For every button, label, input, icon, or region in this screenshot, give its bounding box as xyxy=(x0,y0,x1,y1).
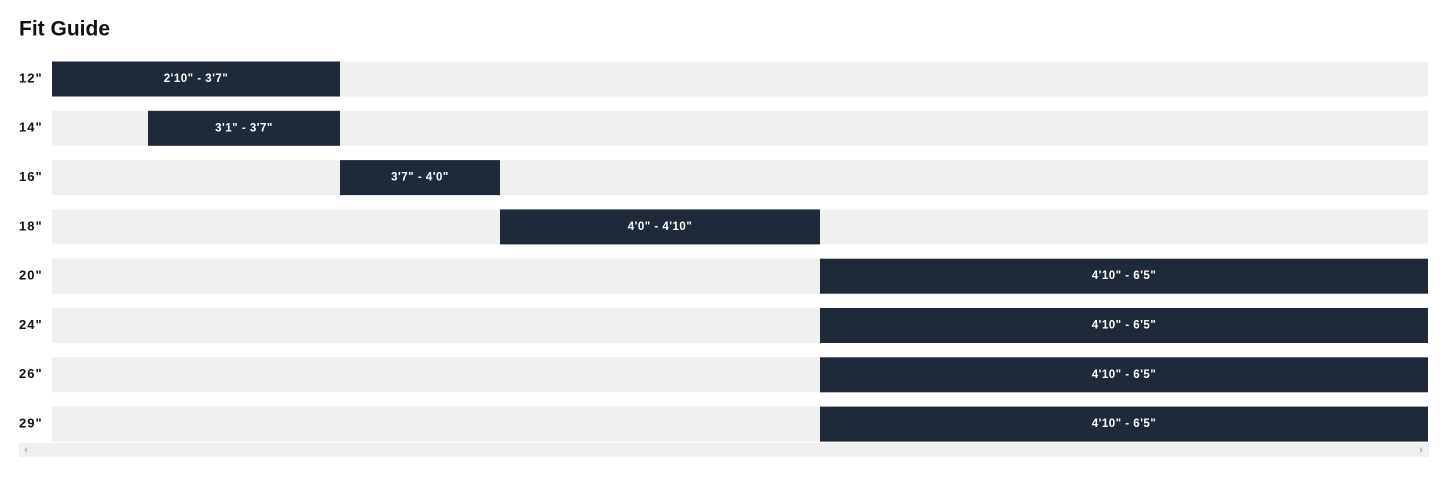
row-label: 18" xyxy=(19,218,43,233)
row-label: 26" xyxy=(19,366,43,381)
range-label: 3'1" - 3'7" xyxy=(215,122,273,134)
row-label: 14" xyxy=(19,120,43,135)
range-bar xyxy=(820,308,1428,343)
row-label: 12" xyxy=(19,70,43,85)
range-label: 4'10" - 6'5" xyxy=(1092,270,1157,282)
range-label: 2'10" - 3'7" xyxy=(164,73,229,85)
track xyxy=(52,160,1428,196)
chart-title: Fit Guide xyxy=(19,18,110,41)
range-bar xyxy=(500,209,820,245)
scrollbar[interactable] xyxy=(19,443,1429,457)
range-label: 4'10" - 6'5" xyxy=(1092,369,1157,381)
range-bar xyxy=(148,110,340,146)
range-bar xyxy=(52,61,340,97)
range-label: 3'7" - 4'0" xyxy=(391,172,449,184)
range-bar xyxy=(820,406,1428,442)
range-label: 4'10" - 6'5" xyxy=(1092,418,1157,430)
range-bar xyxy=(340,160,500,196)
range-bar xyxy=(820,258,1428,294)
range-label: 4'0" - 4'10" xyxy=(628,221,693,233)
scroll-left[interactable] xyxy=(24,447,27,453)
range-bar xyxy=(820,357,1428,393)
range-label: 4'10" - 6'5" xyxy=(1092,320,1157,332)
row-label: 20" xyxy=(19,268,43,283)
scroll-right[interactable] xyxy=(1420,447,1423,453)
row-label: 16" xyxy=(19,169,43,184)
row-label: 29" xyxy=(19,416,43,431)
row-label: 24" xyxy=(19,317,43,332)
